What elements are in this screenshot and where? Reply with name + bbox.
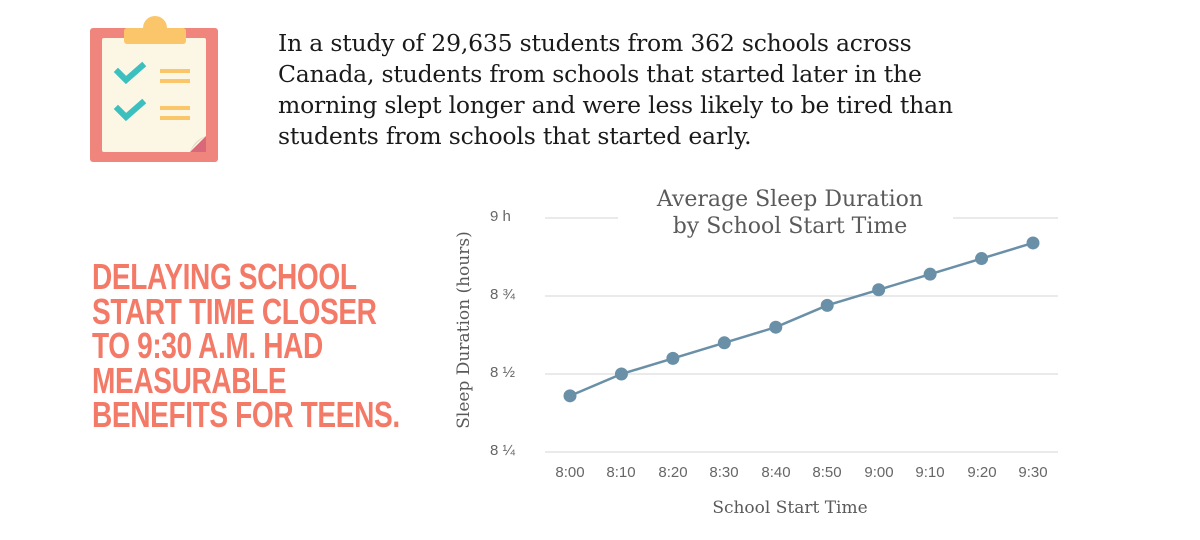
data-line <box>569 241 1034 397</box>
intro-line: In a study of 29,635 students from 362 s… <box>278 29 912 57</box>
x-tick-label: 8:00 <box>555 464 585 481</box>
intro-line: morning slept longer and were less likel… <box>278 91 953 119</box>
x-tick-label: 8:20 <box>658 464 688 481</box>
x-tick-label: 8:40 <box>761 464 791 481</box>
y-tick-label: 8 ¼ <box>490 442 516 459</box>
data-point <box>820 298 834 312</box>
x-tick-label: 9:20 <box>967 464 997 481</box>
data-point <box>614 367 628 381</box>
chart-title: Average Sleep Duration by School Start T… <box>656 187 924 239</box>
y-tick-label: 8 ½ <box>490 364 516 381</box>
x-tick-label: 9:10 <box>915 464 945 481</box>
x-tick-label: 9:30 <box>1018 464 1048 481</box>
callout-line: DELAYING SCHOOL <box>92 256 357 297</box>
x-tick-label: 8:50 <box>812 464 842 481</box>
x-tick-label: 8:30 <box>709 464 739 481</box>
callout-line: TO 9:30 A.M. HAD <box>92 325 323 366</box>
data-point <box>563 389 577 403</box>
data-point <box>1026 236 1040 250</box>
data-point <box>872 283 886 297</box>
y-tick-label: 8 ¾ <box>490 286 516 303</box>
clipboard-checklist-icon <box>90 14 220 162</box>
x-axis-label: School Start Time <box>712 498 868 518</box>
data-point <box>717 336 731 350</box>
intro-line: students from schools that started early… <box>278 122 752 150</box>
intro-paragraph: In a study of 29,635 students from 362 s… <box>278 28 1098 152</box>
callout-line: MEASURABLE <box>92 359 287 401</box>
intro-line: Canada, students from schools that start… <box>278 60 922 88</box>
data-point <box>975 252 989 266</box>
data-point <box>666 351 680 365</box>
x-tick-label: 9:00 <box>864 464 894 481</box>
data-point <box>923 267 937 281</box>
y-axis-label: Sleep Duration (hours) <box>454 231 474 429</box>
data-point <box>769 320 783 334</box>
x-tick-label: 8:10 <box>606 464 636 481</box>
y-tick-label: 9 h <box>490 208 511 225</box>
callout-line: START TIME CLOSER <box>92 290 377 332</box>
